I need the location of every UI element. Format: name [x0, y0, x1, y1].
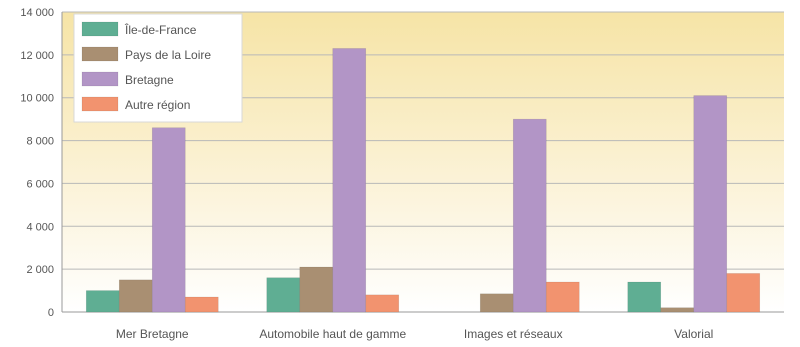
bar	[545, 281, 580, 313]
bar	[660, 307, 695, 313]
bar	[479, 293, 514, 313]
legend-label: Pays de la Loire	[125, 48, 211, 62]
bar	[365, 294, 400, 313]
y-tick-label: 12 000	[20, 50, 54, 62]
bar	[332, 48, 367, 313]
bar	[627, 281, 662, 313]
x-axis: Mer Bretagne Automobile haut de gamme Imag…	[116, 327, 713, 341]
y-tick-label: 8 000	[26, 136, 54, 148]
x-tick-label: Mer Bretagne	[116, 327, 189, 341]
y-tick-label: 0	[48, 307, 54, 319]
bar	[693, 95, 728, 313]
y-tick-label: 14 000	[20, 7, 54, 19]
bar	[85, 290, 120, 313]
legend-swatch	[81, 46, 119, 62]
legend-swatch	[81, 96, 119, 112]
x-tick-label: Valorial	[674, 327, 713, 341]
bar	[299, 266, 334, 313]
y-axis: 0 2 000 4 000 6 000 8 000 10 000 12 000 14 000	[20, 7, 54, 319]
legend-swatch	[81, 21, 119, 37]
bar	[266, 277, 301, 313]
legend-label: Bretagne	[125, 73, 174, 87]
legend: Île-de-France Pays de la Loire Bretagne Aut…	[73, 13, 243, 123]
bar	[151, 127, 186, 313]
legend-label: Île-de-France	[124, 22, 197, 37]
x-tick-label: Images et réseaux	[464, 327, 563, 341]
y-tick-label: 4 000	[26, 221, 54, 233]
legend-label: Autre région	[125, 98, 190, 112]
bar	[184, 296, 219, 313]
y-tick-label: 2 000	[26, 264, 54, 276]
bars	[85, 48, 761, 313]
y-tick-label: 6 000	[26, 178, 54, 190]
x-tick-label: Automobile haut de gamme	[259, 327, 406, 341]
bar	[726, 273, 761, 313]
bar	[512, 118, 547, 313]
legend-swatch	[81, 71, 119, 87]
bar	[118, 279, 153, 313]
y-tick-label: 10 000	[20, 93, 54, 105]
